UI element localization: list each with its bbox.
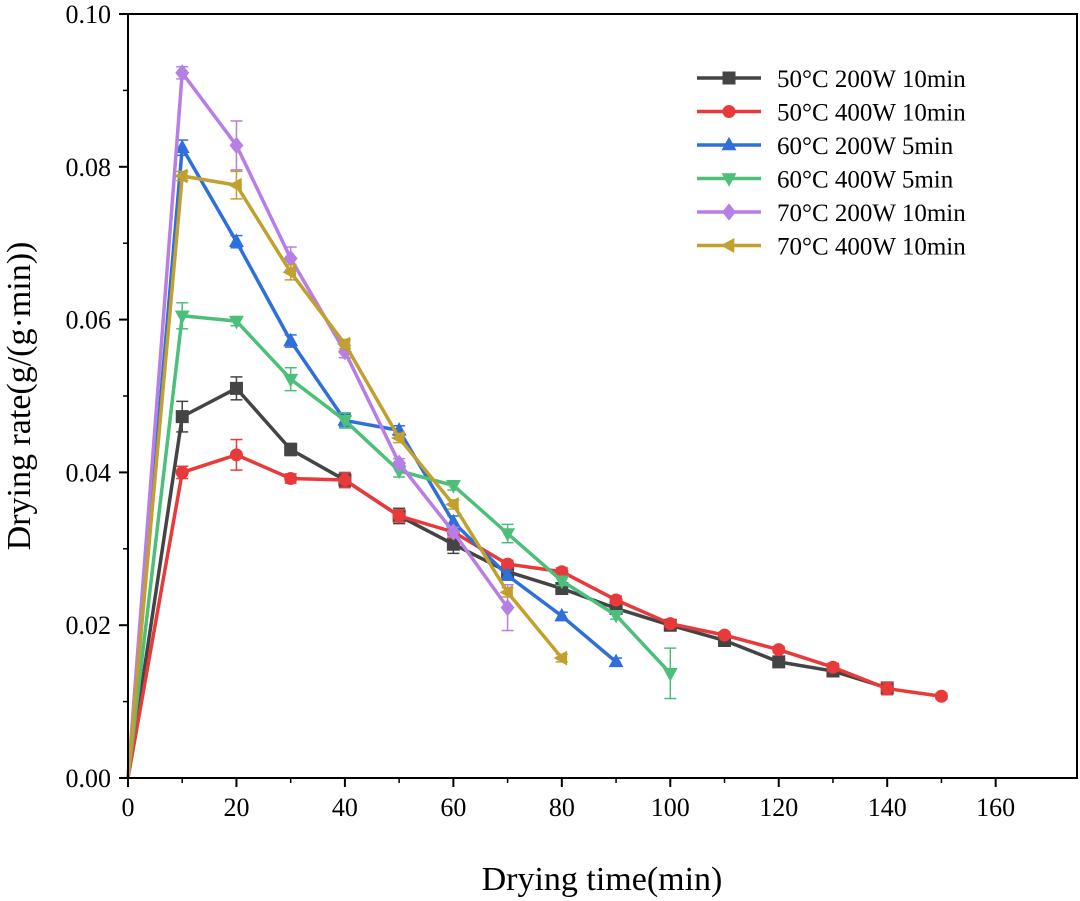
data-point <box>500 567 516 581</box>
data-point <box>392 454 407 472</box>
y-axis-title: Drying rate(g/(g·min)) <box>1 242 38 551</box>
data-point <box>229 381 243 395</box>
legend-label: 50°C 400W 10min <box>777 100 966 127</box>
legend-marker <box>721 136 737 151</box>
series-line <box>126 145 618 779</box>
legend-label: 70°C 200W 10min <box>777 200 966 227</box>
data-point <box>445 497 459 512</box>
data-point <box>609 593 623 607</box>
x-axis-title: Drying time(min) <box>482 861 723 898</box>
series-6 <box>126 168 568 779</box>
legend: 50°C 200W 10min 50°C 400W 10min 60°C 200W … <box>697 66 966 261</box>
legend-label: 70°C 400W 10min <box>777 234 966 261</box>
legend-item: 50°C 200W 10min <box>697 66 966 93</box>
y-tick-label: 0.08 <box>66 153 112 182</box>
legend-label: 60°C 400W 5min <box>777 167 954 194</box>
data-point <box>772 643 786 657</box>
data-point <box>175 64 190 82</box>
y-tick-label: 0.02 <box>66 611 112 640</box>
x-tick-label: 160 <box>976 793 1015 822</box>
series-line <box>126 71 510 779</box>
legend-label: 50°C 200W 10min <box>777 66 966 93</box>
data-point <box>174 310 190 325</box>
series-4 <box>126 302 678 779</box>
legend-marker <box>721 173 737 187</box>
data-point <box>229 315 244 330</box>
axes-layer: 0 20 40 60 80 100 120 140 160 0.00 0.02 0.04 0.06 0.0… <box>66 0 1078 822</box>
x-tick-label: 60 <box>440 793 466 822</box>
series-2 <box>126 438 948 779</box>
data-point <box>337 415 353 429</box>
data-point <box>338 473 352 487</box>
x-tick-label: 80 <box>549 793 575 822</box>
legend-marker <box>722 203 736 221</box>
data-point <box>229 233 244 247</box>
data-point <box>499 584 513 600</box>
x-tick-label: 120 <box>759 793 798 822</box>
series-3 <box>126 139 624 779</box>
data-point <box>445 480 461 494</box>
data-point <box>173 168 188 184</box>
x-tick-label: 20 <box>223 793 249 822</box>
data-point <box>174 139 190 153</box>
legend-item: 70°C 400W 10min <box>697 234 966 261</box>
legend-marker <box>722 71 736 85</box>
legend-item: 50°C 400W 10min <box>697 100 966 127</box>
data-point <box>229 136 244 155</box>
data-point <box>662 668 678 682</box>
x-tick-label: 40 <box>332 793 358 822</box>
data-point <box>718 628 732 642</box>
data-point <box>229 448 243 462</box>
data-point <box>554 575 570 590</box>
data-point <box>282 264 296 280</box>
data-point <box>880 682 894 696</box>
y-tick-label: 0.10 <box>66 0 112 29</box>
legend-label: 60°C 200W 5min <box>777 133 954 160</box>
data-point <box>553 650 568 666</box>
series-line <box>126 453 942 779</box>
data-point <box>283 332 299 347</box>
series-line <box>126 386 888 779</box>
y-tick-label: 0.00 <box>66 764 112 793</box>
y-tick-label: 0.06 <box>66 306 112 335</box>
data-point <box>608 653 624 668</box>
y-tick-label: 0.04 <box>66 458 112 487</box>
legend-item: 60°C 200W 5min <box>697 133 954 160</box>
data-point <box>283 373 299 388</box>
data-point <box>826 660 840 674</box>
data-point <box>175 410 189 424</box>
data-point <box>336 336 351 352</box>
legend-marker <box>722 105 736 118</box>
series-layer <box>126 64 948 779</box>
data-point <box>446 523 461 541</box>
data-point <box>934 689 948 703</box>
legend-marker <box>720 238 735 253</box>
data-point <box>554 607 570 622</box>
data-point <box>663 617 677 631</box>
data-point <box>390 430 405 446</box>
x-tick-label: 0 <box>122 793 135 822</box>
data-point <box>500 528 516 542</box>
data-point <box>284 472 298 486</box>
legend-item: 70°C 200W 10min <box>697 200 966 227</box>
series-line <box>126 314 672 779</box>
data-point <box>500 599 515 617</box>
data-point <box>392 509 406 523</box>
plot-frame <box>127 13 1078 779</box>
data-point <box>772 655 786 669</box>
x-tick-label: 100 <box>651 793 690 822</box>
data-point <box>284 442 298 456</box>
data-point <box>608 609 624 624</box>
x-tick-label: 140 <box>868 793 907 822</box>
data-point <box>175 465 189 479</box>
legend-item: 60°C 400W 5min <box>697 167 954 194</box>
data-point <box>228 177 242 193</box>
